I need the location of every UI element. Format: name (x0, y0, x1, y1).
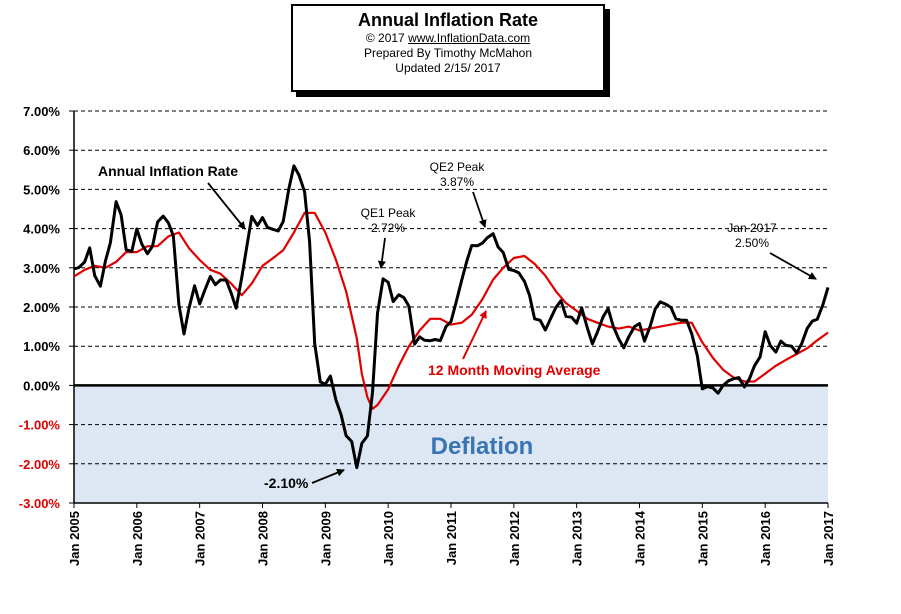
arrow-jan-2017 (769, 252, 817, 280)
y-tick-label: 0.00% (23, 378, 60, 393)
prepared-by: Prepared By Timothy McMahon (363, 46, 533, 60)
x-tick-label: Jan 2005 (67, 511, 82, 566)
y-tick-label: -1.00% (19, 418, 61, 433)
arrow-qe2 (472, 191, 487, 228)
x-tick-label: Jan 2012 (507, 511, 522, 566)
annotation-jan-2017: Jan 2017 (727, 221, 777, 235)
x-tick-label: Jan 2015 (695, 511, 710, 566)
inflation-rate-line (73, 164, 830, 470)
y-tick-label: 6.00% (23, 143, 60, 158)
annotation-qe2-peak: QE2 Peak (430, 160, 486, 174)
annotation-jan-2017-value: 2.50% (735, 236, 769, 250)
y-tick-label: 5.00% (23, 182, 60, 197)
x-tick-label: Jan 2006 (130, 511, 145, 566)
chart-title: Annual Inflation Rate (358, 10, 538, 30)
copyright-text: © 2017 (365, 31, 409, 45)
x-tick-label: Jan 2017 (821, 511, 836, 566)
deflation-region (74, 385, 828, 503)
arrow-qe1 (377, 237, 386, 269)
annotation-annual-inflation: Annual Inflation Rate (98, 163, 238, 179)
x-tick-label: Jan 2007 (193, 511, 208, 566)
y-tick-label: 1.00% (23, 339, 60, 354)
chart-title-box: Annual Inflation Rate © 2017 www.Inflati… (291, 4, 605, 92)
deflation-label: Deflation (431, 433, 534, 460)
annotation-min-value: -2.10% (264, 475, 309, 491)
x-tick-label: Jan 2009 (318, 511, 333, 566)
site-link[interactable]: www.InflationData.com (408, 31, 531, 45)
x-tick-label: Jan 2010 (381, 511, 396, 566)
annotation-moving-average: 12 Month Moving Average (428, 362, 601, 378)
annotation-qe2-value: 3.87% (440, 175, 474, 189)
arrow-annual-inflation (207, 182, 246, 230)
copyright-line: © 2017 www.InflationData.com (293, 31, 603, 46)
annotation-qe1-peak: QE1 Peak (361, 206, 417, 220)
y-tick-labels: 7.00% 6.00% 5.00% 4.00% 3.00% 2.00% 1.00% 0.00%… (19, 104, 74, 511)
y-tick-label: 4.00% (23, 222, 60, 237)
x-tick-label: Jan 2013 (570, 511, 585, 566)
x-tick-label: Jan 2016 (758, 511, 773, 566)
x-tick-label: Jan 2008 (256, 511, 271, 566)
y-tick-label: 7.00% (23, 104, 60, 119)
updated-date: Updated 2/15/ 2017 (395, 61, 501, 75)
arrow-min-value (311, 468, 345, 484)
y-tick-label: -2.00% (19, 457, 61, 472)
moving-average-line (73, 211, 829, 410)
y-tick-label: -3.00% (19, 496, 61, 511)
arrow-moving-average (462, 310, 487, 360)
y-tick-label: 3.00% (23, 261, 60, 276)
y-tick-label: 2.00% (23, 300, 60, 315)
x-tick-label: Jan 2011 (444, 511, 459, 565)
x-tick-label: Jan 2014 (633, 510, 648, 566)
x-tick-labels: Jan 2005 Jan 2006 Jan 2007 Jan 2008 Jan 2009… (67, 503, 836, 566)
annotation-qe1-value: 2.72% (371, 221, 405, 235)
